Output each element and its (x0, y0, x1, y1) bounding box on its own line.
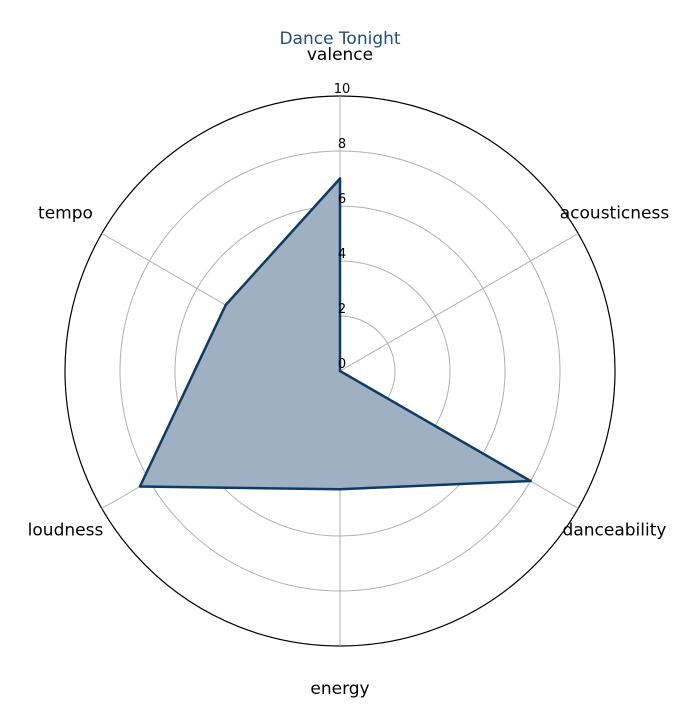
axis-label-layer: valence acousticness danceability energy lou… (28, 45, 670, 699)
r-tick-label: 4 (338, 247, 346, 262)
r-tick-label: 0 (338, 357, 346, 372)
data-point (529, 479, 532, 483)
axis-label-loudness: loudness (28, 521, 104, 541)
r-tick-label: 10 (334, 82, 351, 97)
axis-label-acousticness: acousticness (560, 204, 670, 224)
tick-layer: 0 2 4 6 8 10 (334, 82, 351, 372)
r-tick-label: 6 (338, 192, 346, 207)
chart-title: Dance Tonight (279, 29, 400, 49)
r-tick-label: 8 (338, 137, 346, 152)
axis-label-valence: valence (307, 45, 373, 65)
series-area (139, 178, 531, 490)
data-point (138, 485, 142, 488)
data-point (338, 369, 342, 373)
series-layer (138, 177, 532, 491)
axis-label-tempo: tempo (38, 204, 93, 224)
data-point (224, 303, 227, 307)
r-tick-label: 2 (338, 302, 346, 317)
data-point (338, 177, 342, 180)
axis-label-energy: energy (310, 679, 369, 699)
data-point (338, 488, 342, 491)
spoke-line (339, 233, 579, 372)
axis-label-danceability: danceability (563, 521, 667, 541)
